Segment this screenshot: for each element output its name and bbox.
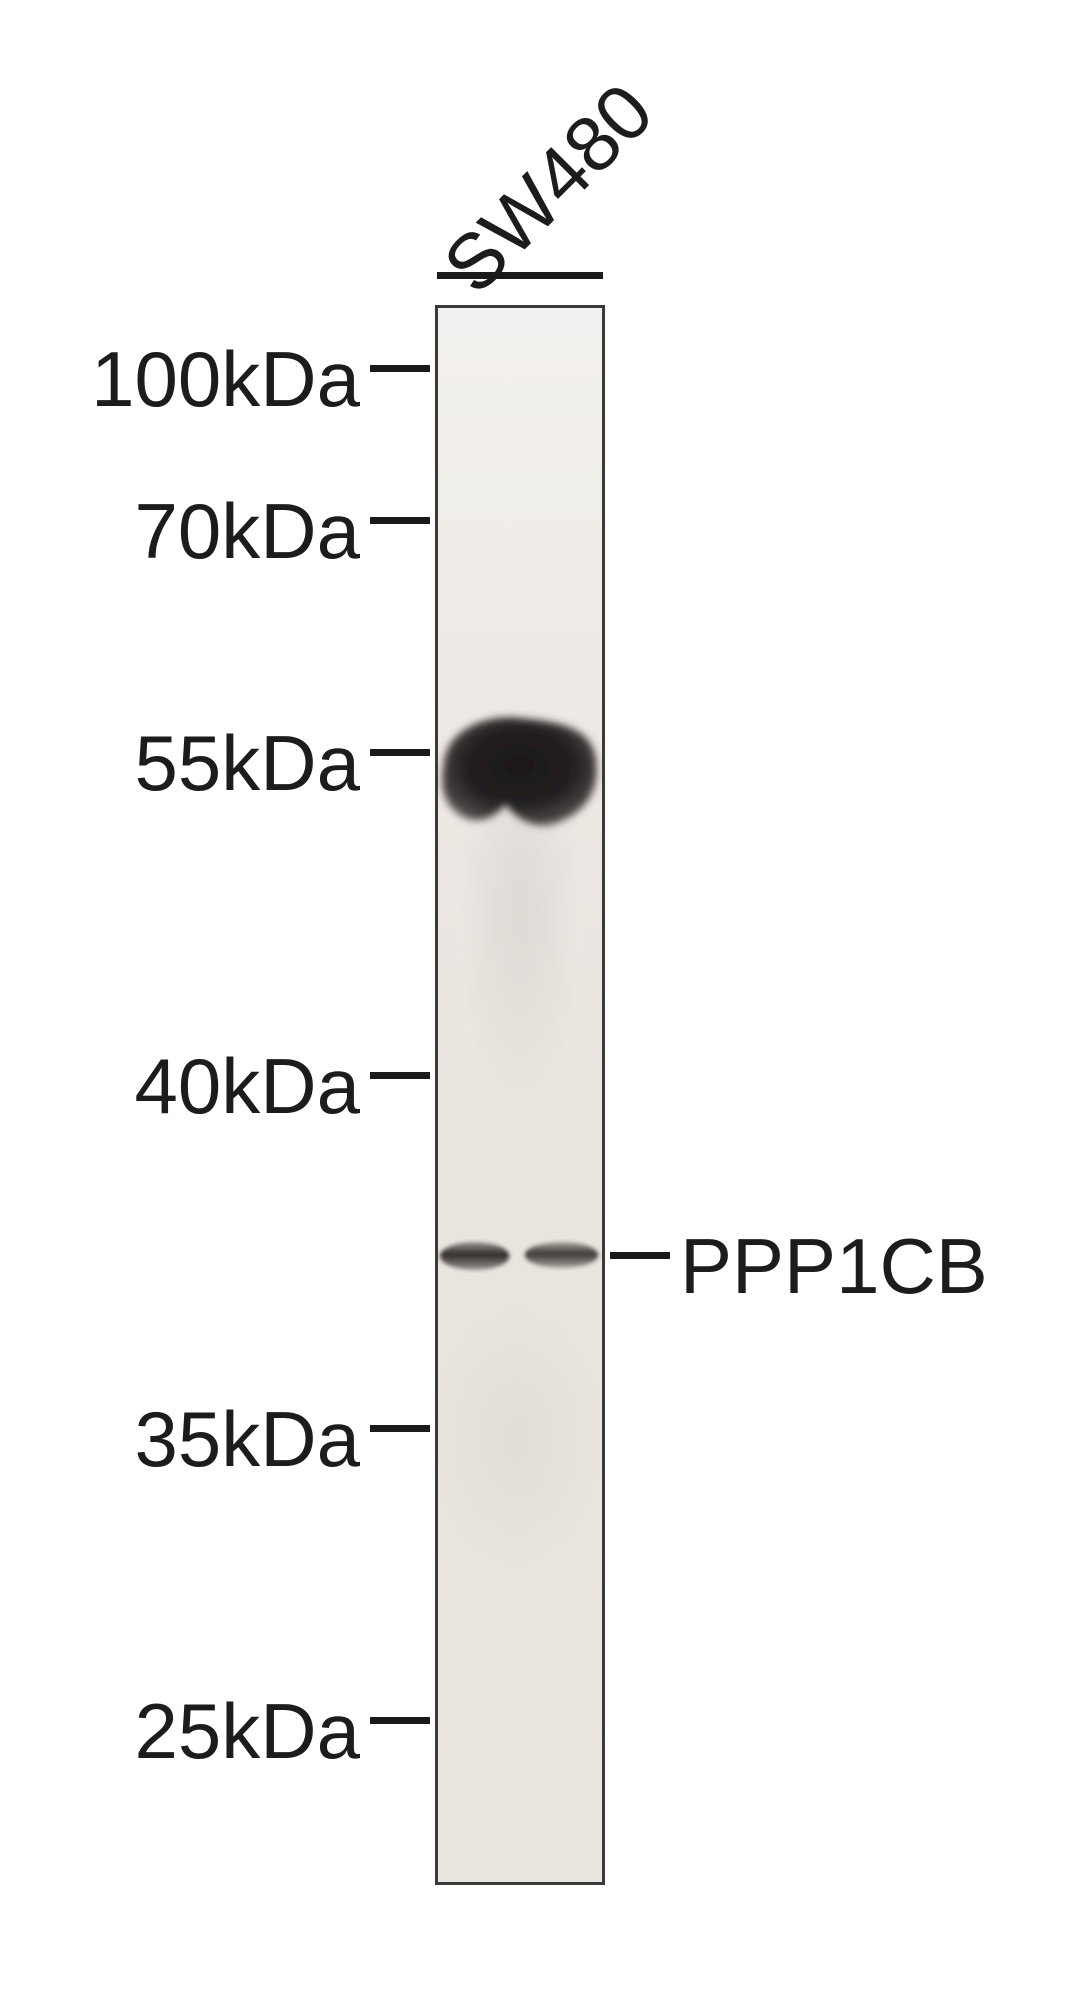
- marker-tick: [370, 365, 430, 372]
- band-upper-55kda: [438, 708, 602, 838]
- marker-label-text: 35kDa: [135, 1395, 360, 1483]
- marker-label: 100kDa: [91, 334, 360, 425]
- target-label-text: PPP1CB: [680, 1222, 988, 1310]
- marker-tick: [370, 749, 430, 756]
- blot-lane-strip: [435, 305, 605, 1885]
- marker-label-text: 40kDa: [135, 1042, 360, 1130]
- marker-label-text: 70kDa: [135, 487, 360, 575]
- marker-tick: [370, 1072, 430, 1079]
- marker-label: 70kDa: [135, 486, 360, 577]
- target-tick: [610, 1252, 670, 1259]
- target-label: PPP1CB: [680, 1221, 988, 1312]
- marker-tick: [370, 517, 430, 524]
- marker-label: 55kDa: [135, 718, 360, 809]
- marker-tick: [370, 1425, 430, 1432]
- marker-label-text: 100kDa: [91, 335, 360, 423]
- marker-tick: [370, 1717, 430, 1724]
- marker-label: 35kDa: [135, 1394, 360, 1485]
- marker-label: 25kDa: [135, 1686, 360, 1777]
- western-blot-figure: SW480: [0, 0, 1080, 2000]
- lane-label-underline: [437, 272, 603, 279]
- marker-label-text: 55kDa: [135, 719, 360, 807]
- strip-texture-overlay: [438, 308, 602, 1882]
- marker-label: 40kDa: [135, 1041, 360, 1132]
- marker-label-text: 25kDa: [135, 1687, 360, 1775]
- band-target-ppp1cb: [438, 1233, 602, 1278]
